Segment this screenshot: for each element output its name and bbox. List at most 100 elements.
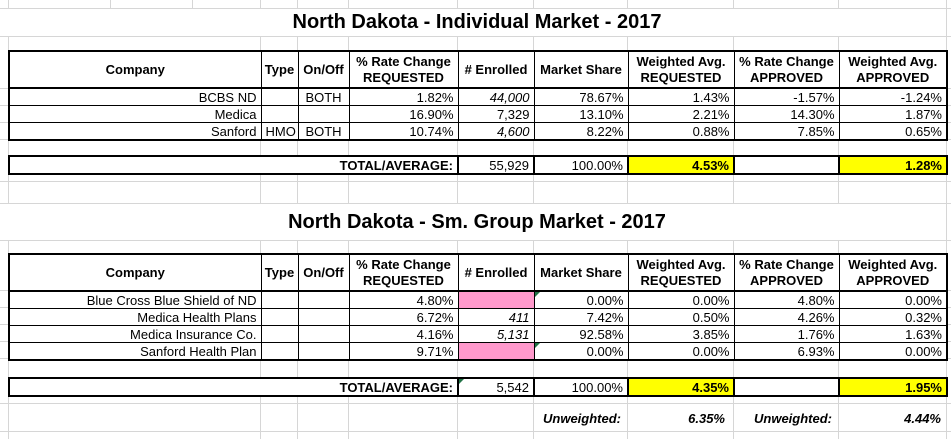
cell-onoff[interactable] [297,308,350,326]
total-enrolled[interactable]: 5,542 [457,377,535,397]
cell-type[interactable] [260,342,299,361]
total-enrolled[interactable]: 55,929 [457,155,535,175]
error-indicator-icon [534,292,540,297]
cell-type[interactable] [260,308,299,326]
cell-rate-change-requested[interactable]: 4.16% [348,325,459,343]
column-header-onoff[interactable]: On/Off [297,50,350,89]
cell-company[interactable]: Medica Insurance Co. [8,325,262,343]
cell-enrolled-highlighted[interactable] [457,290,535,309]
column-header-rate-change-requested[interactable]: % Rate Change REQUESTED [348,50,459,89]
cell-weighted-avg-approved[interactable]: -1.24% [838,87,948,106]
cell-weighted-avg-requested[interactable]: 0.00% [627,342,735,361]
column-header-market-share[interactable]: Market Share [533,50,629,89]
cell-company[interactable]: BCBS ND [8,87,262,106]
unweighted-label[interactable]: Unweighted: [754,411,832,426]
cell-rate-change-requested[interactable]: 6.72% [348,308,459,326]
column-header-weighted-avg-approved[interactable]: Weighted Avg. APPROVED [838,253,948,292]
cell-market-share[interactable]: 8.22% [533,122,629,141]
cell-market-share[interactable]: 0.00% [533,290,629,309]
cell-market-share[interactable]: 92.58% [533,325,629,343]
cell-weighted-avg-requested[interactable]: 0.88% [627,122,735,141]
cell-rate-change-approved[interactable]: 14.30% [733,105,840,123]
cell-market-share[interactable]: 0.00% [533,342,629,361]
total-weighted-avg-approved[interactable]: 1.28% [838,155,948,175]
cell-onoff[interactable]: BOTH [297,87,350,106]
cell-rate-change-requested[interactable]: 1.82% [348,87,459,106]
cell-type[interactable] [260,105,299,123]
cell-onoff[interactable] [297,290,350,309]
column-header-onoff[interactable]: On/Off [297,253,350,292]
column-header-company[interactable]: Company [8,253,262,292]
cell-weighted-avg-approved[interactable]: 0.00% [838,290,948,309]
cell-market-share[interactable]: 13.10% [533,105,629,123]
cell-market-share[interactable]: 7.42% [533,308,629,326]
column-header-weighted-avg-requested[interactable]: Weighted Avg. REQUESTED [627,50,735,89]
cell-enrolled[interactable]: 7,329 [457,105,535,123]
unweighted-label[interactable]: Unweighted: [543,411,621,426]
column-header-enrolled[interactable]: # Enrolled [457,50,535,89]
cell-market-share[interactable]: 78.67% [533,87,629,106]
cell-weighted-avg-approved[interactable]: 0.65% [838,122,948,141]
total-weighted-avg-requested[interactable]: 4.35% [627,377,735,397]
cell-weighted-avg-requested[interactable]: 0.50% [627,308,735,326]
total-label[interactable]: TOTAL/AVERAGE: [8,377,459,397]
column-header-market-share[interactable]: Market Share [533,253,629,292]
cell-type[interactable] [260,87,299,106]
total-market-share[interactable]: 100.00% [533,377,629,397]
column-header-enrolled[interactable]: # Enrolled [457,253,535,292]
cell-type[interactable]: HMO [260,122,299,141]
cell-rate-change-requested[interactable]: 10.74% [348,122,459,141]
cell-weighted-avg-approved[interactable]: 0.32% [838,308,948,326]
cell-rate-change-approved[interactable]: 1.76% [733,325,840,343]
column-header-rate-change-approved[interactable]: % Rate Change APPROVED [733,253,840,292]
column-header-rate-change-requested[interactable]: % Rate Change REQUESTED [348,253,459,292]
total-label[interactable]: TOTAL/AVERAGE: [8,155,459,175]
cell-company[interactable]: Sanford Health Plan [8,342,262,361]
cell-company[interactable]: Blue Cross Blue Shield of ND [8,290,262,309]
cell-enrolled[interactable]: 44,000 [457,87,535,106]
cell-onoff[interactable] [297,342,350,361]
total-rate-change-approved[interactable] [733,377,840,397]
cell-type[interactable] [260,325,299,343]
cell-weighted-avg-requested[interactable]: 1.43% [627,87,735,106]
cell-rate-change-requested[interactable]: 16.90% [348,105,459,123]
cell-rate-change-approved[interactable]: 6.93% [733,342,840,361]
unweighted-requested-value[interactable]: 6.35% [688,411,725,426]
total-market-share[interactable]: 100.00% [533,155,629,175]
column-header-weighted-avg-requested[interactable]: Weighted Avg. REQUESTED [627,253,735,292]
column-header-type[interactable]: Type [260,253,299,292]
cell-weighted-avg-requested[interactable]: 0.00% [627,290,735,309]
cell-rate-change-approved[interactable]: 4.26% [733,308,840,326]
cell-company[interactable]: Medica [8,105,262,123]
unweighted-approved-value[interactable]: 4.44% [904,411,941,426]
column-header-type[interactable]: Type [260,50,299,89]
cell-rate-change-requested[interactable]: 4.80% [348,290,459,309]
cell-enrolled[interactable]: 4,600 [457,122,535,141]
cell-company[interactable]: Medica Health Plans [8,308,262,326]
cell-company[interactable]: Sanford [8,122,262,141]
total-rate-change-approved[interactable] [733,155,840,175]
column-header-rate-change-approved[interactable]: % Rate Change APPROVED [733,50,840,89]
cell-onoff[interactable] [297,105,350,123]
cell-weighted-avg-requested[interactable]: 2.21% [627,105,735,123]
cell-rate-change-requested[interactable]: 9.71% [348,342,459,361]
cell-onoff[interactable]: BOTH [297,122,350,141]
cell-weighted-avg-approved[interactable]: 0.00% [838,342,948,361]
column-header-label: Weighted Avg. [636,256,726,272]
cell-onoff[interactable] [297,325,350,343]
cell-enrolled[interactable]: 5,131 [457,325,535,343]
gridline [0,240,951,241]
cell-enrolled[interactable]: 411 [457,308,535,326]
column-header-weighted-avg-approved[interactable]: Weighted Avg. APPROVED [838,50,948,89]
total-weighted-avg-approved[interactable]: 1.95% [838,377,948,397]
cell-weighted-avg-requested[interactable]: 3.85% [627,325,735,343]
cell-rate-change-approved[interactable]: 7.85% [733,122,840,141]
cell-weighted-avg-approved[interactable]: 1.87% [838,105,948,123]
cell-rate-change-approved[interactable]: 4.80% [733,290,840,309]
cell-type[interactable] [260,290,299,309]
cell-enrolled-highlighted[interactable] [457,342,535,361]
cell-weighted-avg-approved[interactable]: 1.63% [838,325,948,343]
column-header-company[interactable]: Company [8,50,262,89]
cell-rate-change-approved[interactable]: -1.57% [733,87,840,106]
total-weighted-avg-requested[interactable]: 4.53% [627,155,735,175]
